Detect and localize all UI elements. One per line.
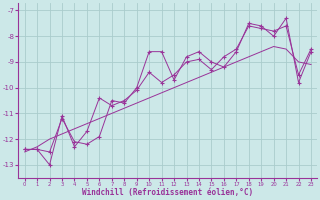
X-axis label: Windchill (Refroidissement éolien,°C): Windchill (Refroidissement éolien,°C) xyxy=(82,188,253,197)
